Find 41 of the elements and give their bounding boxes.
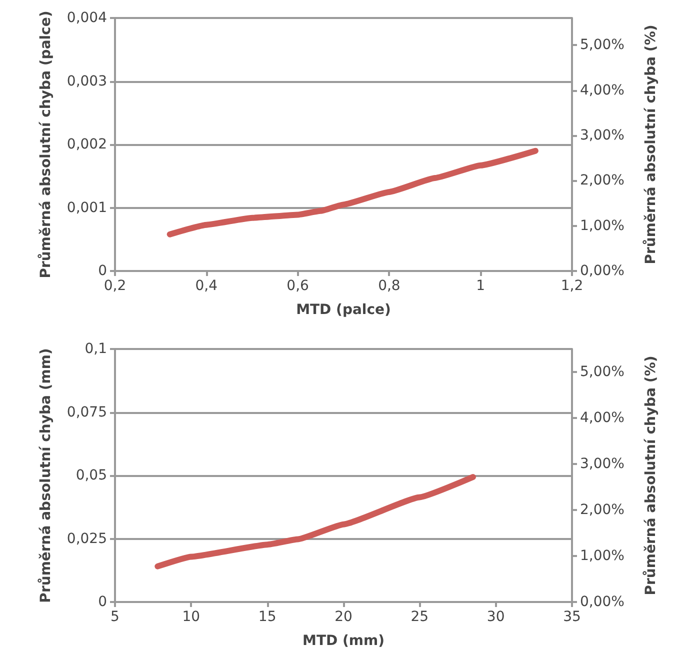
y-tick-label: 0,075 <box>66 404 107 420</box>
y-tick-label: 0 <box>98 594 107 610</box>
x-tick-label: 25 <box>410 609 429 625</box>
y2-tick-label: 0,00% <box>580 263 624 279</box>
y2-tick-label: 5,00% <box>580 37 624 54</box>
x-tick-label: 0,8 <box>378 278 400 294</box>
x-tick-label: 30 <box>486 609 505 625</box>
x-tick-label: 0,6 <box>286 278 310 294</box>
y2-axis-title: Průměrná absolutní chyba (%) <box>642 356 659 596</box>
x-axis-title: MTD (palce) <box>296 302 391 318</box>
y-tick-label: 0,004 <box>66 10 108 26</box>
y-axis-title: Průměrná absolutní chyba (palce) <box>37 10 54 278</box>
y2-tick-label: 4,00% <box>580 82 624 98</box>
x-tick-label: 20 <box>334 609 352 625</box>
y-tick-label: 0,002 <box>66 136 107 152</box>
x-axis-title: MTD (mm) <box>302 633 384 649</box>
y-tick-label: 0,05 <box>76 468 107 484</box>
y2-tick-label: 0,00% <box>580 594 624 610</box>
y2-axis-title: Průměrná absolutní chyba (%) <box>642 24 659 264</box>
x-tick-label: 1 <box>476 278 486 294</box>
x-tick-label: 0,2 <box>104 278 126 294</box>
y-tick-label: 0,025 <box>66 530 107 547</box>
x-tick-label: 35 <box>563 609 581 625</box>
x-tick-label: 1,2 <box>560 278 584 294</box>
x-tick-label: 15 <box>258 609 276 625</box>
y2-tick-label: 1,00% <box>580 548 624 564</box>
y2-tick-label: 1,00% <box>580 218 624 234</box>
y-tick-label: 0,001 <box>66 200 107 216</box>
y-tick-label: 0 <box>98 263 107 279</box>
y2-tick-label: 3,00% <box>580 456 624 472</box>
y-tick-label: 0,1 <box>84 341 107 357</box>
y2-tick-label: 2,00% <box>580 502 624 518</box>
y-axis-title: Průměrná absolutní chyba (mm) <box>37 348 54 603</box>
x-tick-label: 5 <box>110 609 120 625</box>
y2-tick-label: 5,00% <box>580 364 624 380</box>
y2-tick-label: 2,00% <box>580 172 624 189</box>
y2-tick-label: 3,00% <box>580 127 624 144</box>
x-tick-label: 0,4 <box>195 278 218 294</box>
x-tick-label: 10 <box>182 609 200 625</box>
y2-tick-label: 4,00% <box>580 410 624 426</box>
y-tick-label: 0,003 <box>66 73 107 90</box>
